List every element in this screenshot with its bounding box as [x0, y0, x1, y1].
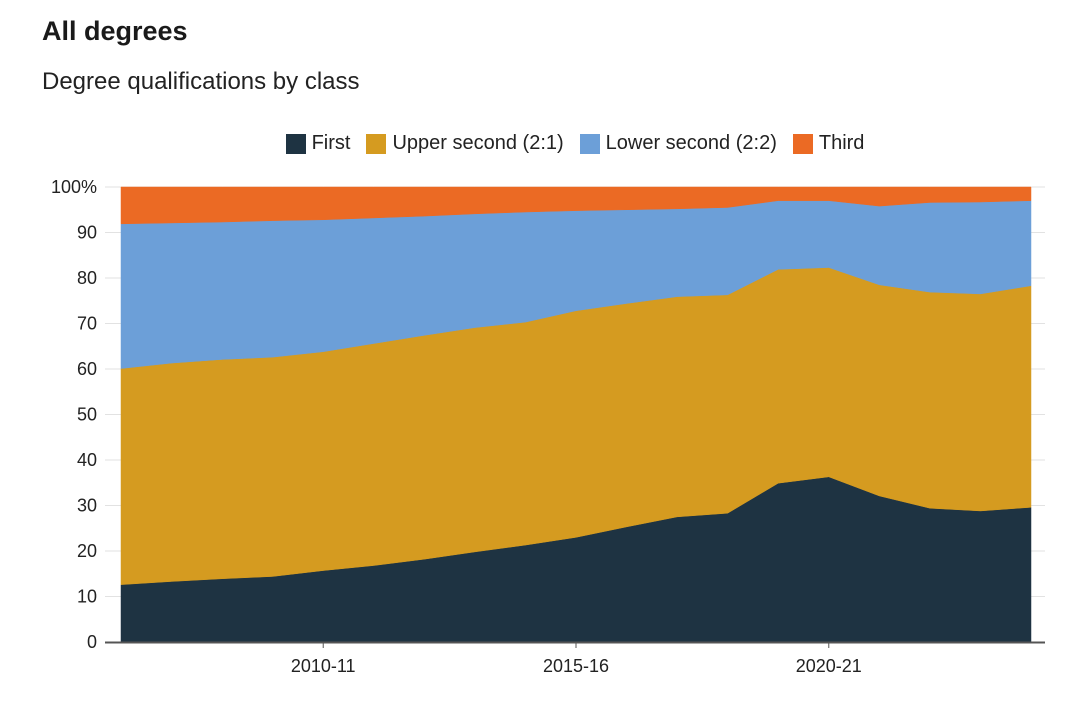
legend-label: Third	[818, 132, 865, 154]
y-tick-label: 60	[77, 359, 97, 379]
x-tick-label: 2010-11	[291, 656, 356, 676]
legend-swatch-upper-second	[366, 133, 387, 154]
y-tick-label: 70	[77, 314, 97, 334]
legend-swatch-third	[792, 133, 813, 154]
legend-item-first[interactable]: First	[285, 132, 351, 155]
legend-swatch-first	[285, 133, 306, 154]
y-tick-label: 20	[77, 541, 97, 561]
axes: 0 10 20 30 40 50 60 70 80 90 100% 2010-11 2015-16 202…	[51, 177, 1045, 676]
legend-swatch-lower-second	[579, 133, 600, 154]
legend-item-lower-second[interactable]: Lower second (2:2)	[579, 132, 777, 155]
legend-label: First	[311, 132, 351, 154]
legend: First Upper second (2:1) Lower second (2…	[0, 132, 1080, 155]
areas	[120, 186, 1032, 643]
legend-item-upper-second[interactable]: Upper second (2:1)	[366, 132, 564, 155]
chart-title: All degrees	[42, 16, 188, 46]
legend-label: Lower second (2:2)	[605, 132, 777, 154]
y-tick-label: 30	[77, 496, 97, 516]
y-tick-label: 80	[77, 268, 97, 288]
area-third[interactable]	[120, 186, 1032, 225]
y-tick-label: 40	[77, 450, 97, 470]
legend-label: Upper second (2:1)	[392, 132, 564, 154]
y-tick-label: 90	[77, 223, 97, 243]
y-tick-label: 100%	[51, 177, 97, 197]
x-tick-label: 2020-21	[796, 656, 862, 676]
y-tick-label: 10	[77, 587, 97, 607]
legend-item-third[interactable]: Third	[792, 132, 865, 155]
chart-subtitle: Degree qualifications by class	[42, 68, 360, 95]
x-tick-label: 2015-16	[543, 656, 609, 676]
y-tick-label: 0	[87, 632, 97, 652]
y-tick-label: 50	[77, 405, 97, 425]
